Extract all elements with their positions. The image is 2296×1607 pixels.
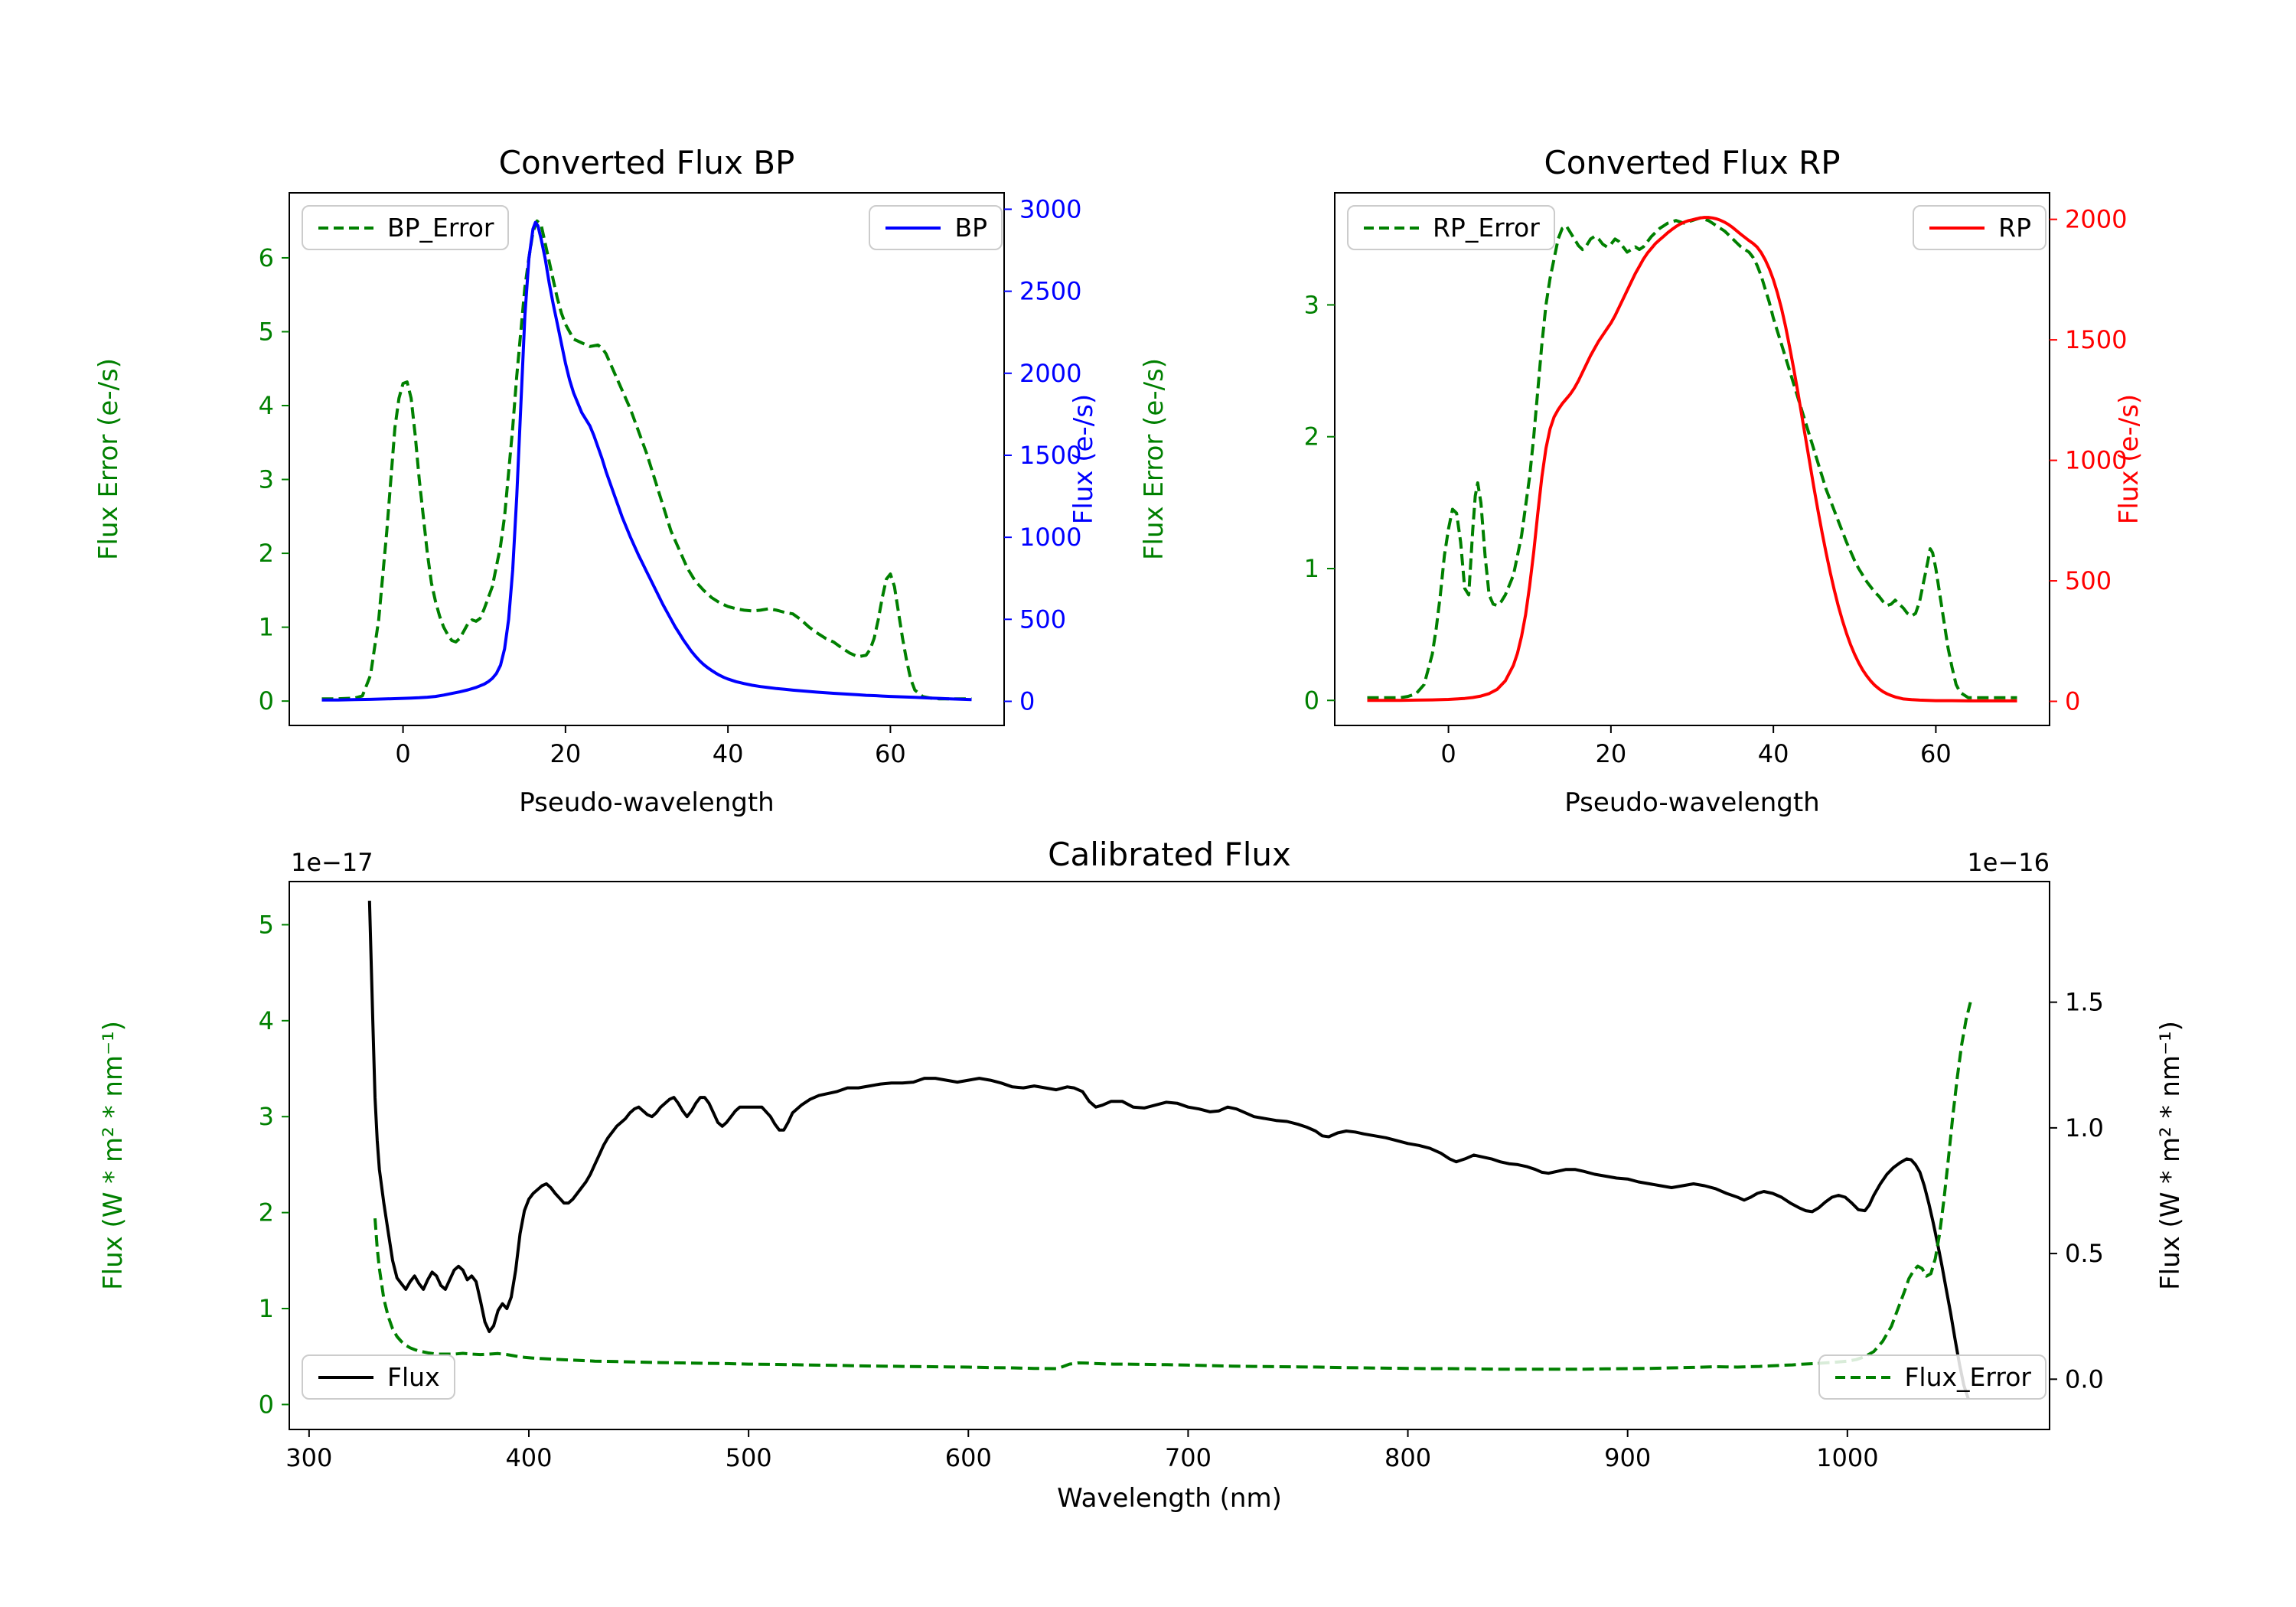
svg-text:900: 900 xyxy=(1604,1443,1651,1472)
svg-text:3: 3 xyxy=(259,1102,274,1131)
calibrated-flux-chart-title: Calibrated Flux xyxy=(1048,836,1291,873)
svg-text:60: 60 xyxy=(1920,739,1952,768)
svg-text:20: 20 xyxy=(1596,739,1627,768)
rp-legend-label: RP xyxy=(1998,213,2031,243)
bp-left-yaxis-label: Flux Error (e-/s) xyxy=(93,357,124,561)
svg-text:2500: 2500 xyxy=(1019,277,1081,306)
bp-error-legend-label: BP_Error xyxy=(387,213,494,243)
svg-text:3: 3 xyxy=(259,465,274,494)
wavelength-xaxis-label: Wavelength (nm) xyxy=(1057,1483,1282,1514)
svg-text:600: 600 xyxy=(945,1443,992,1472)
svg-text:1000: 1000 xyxy=(2065,446,2127,475)
svg-text:2: 2 xyxy=(259,539,274,568)
svg-text:5: 5 xyxy=(259,317,274,346)
flux-left-yaxis-label: Flux (W * m² * nm⁻¹) xyxy=(98,1021,129,1290)
solid-line-swatch-icon xyxy=(1929,226,1985,230)
svg-text:1000: 1000 xyxy=(1019,523,1081,552)
svg-text:0: 0 xyxy=(395,739,410,768)
bp-error-legend: BP_Error xyxy=(302,205,510,250)
svg-text:2000: 2000 xyxy=(2065,205,2127,234)
svg-text:40: 40 xyxy=(713,739,744,768)
bp-right-yaxis-label: Flux (e-/s) xyxy=(1068,393,1099,525)
dashed-line-swatch-icon xyxy=(1835,1375,1891,1379)
svg-text:1.0: 1.0 xyxy=(2065,1113,2104,1143)
bp-legend-label: BP xyxy=(954,213,987,243)
svg-text:40: 40 xyxy=(1758,739,1789,768)
solid-line-swatch-icon xyxy=(885,226,941,230)
rp-xaxis-label: Pseudo-wavelength xyxy=(1564,787,1820,818)
svg-text:6: 6 xyxy=(259,243,274,272)
left-axis-offset-text: 1e−17 xyxy=(291,848,373,877)
svg-text:4: 4 xyxy=(259,1006,274,1035)
svg-text:1500: 1500 xyxy=(2065,325,2127,354)
svg-text:800: 800 xyxy=(1384,1443,1431,1472)
svg-text:0: 0 xyxy=(1440,739,1456,768)
svg-text:2: 2 xyxy=(1304,422,1319,451)
svg-text:3: 3 xyxy=(1304,290,1319,319)
svg-text:300: 300 xyxy=(285,1443,332,1472)
svg-text:1000: 1000 xyxy=(1816,1443,1878,1472)
svg-text:500: 500 xyxy=(726,1443,772,1472)
flux-legend-label: Flux xyxy=(387,1362,440,1392)
bp-legend: BP xyxy=(869,205,1003,250)
svg-text:0: 0 xyxy=(1304,686,1319,715)
flux-error-legend: Flux_Error xyxy=(1818,1354,2047,1400)
flux-error-legend-label: Flux_Error xyxy=(1904,1362,2031,1392)
svg-text:1500: 1500 xyxy=(1019,441,1081,470)
rp-chart-title: Converted Flux RP xyxy=(1544,144,1841,181)
svg-text:700: 700 xyxy=(1165,1443,1212,1472)
solid-line-swatch-icon xyxy=(318,1375,373,1379)
rp-error-legend: RP_Error xyxy=(1347,205,1555,250)
svg-text:0: 0 xyxy=(259,1390,274,1419)
svg-text:1: 1 xyxy=(259,1294,274,1323)
svg-text:0.0: 0.0 xyxy=(2065,1364,2104,1393)
svg-text:400: 400 xyxy=(505,1443,552,1472)
svg-text:1.5: 1.5 xyxy=(2065,988,2104,1017)
dashed-line-swatch-icon xyxy=(318,226,373,230)
rp-left-yaxis-label: Flux Error (e-/s) xyxy=(1139,357,1169,561)
svg-text:500: 500 xyxy=(2065,566,2112,595)
svg-text:3000: 3000 xyxy=(1019,194,1081,223)
svg-text:0: 0 xyxy=(2065,687,2080,716)
svg-text:1: 1 xyxy=(259,613,274,642)
bp-chart-title: Converted Flux BP xyxy=(498,144,795,181)
flux-right-yaxis-label: Flux (W * m² * nm⁻¹) xyxy=(2155,1021,2186,1290)
right-axis-offset-text: 1e−16 xyxy=(1967,848,2050,877)
svg-text:2000: 2000 xyxy=(1019,359,1081,388)
rp-right-yaxis-label: Flux (e-/s) xyxy=(2114,393,2144,525)
svg-text:0.5: 0.5 xyxy=(2065,1239,2104,1268)
svg-text:60: 60 xyxy=(875,739,906,768)
svg-text:0: 0 xyxy=(259,686,274,715)
dashed-line-swatch-icon xyxy=(1364,226,1419,230)
svg-text:500: 500 xyxy=(1019,605,1066,634)
svg-text:1: 1 xyxy=(1304,554,1319,583)
svg-text:2: 2 xyxy=(259,1198,274,1227)
svg-text:5: 5 xyxy=(259,910,274,939)
svg-text:4: 4 xyxy=(259,391,274,420)
bp-xaxis-label: Pseudo-wavelength xyxy=(519,787,775,818)
flux-legend: Flux xyxy=(302,1354,455,1400)
svg-text:0: 0 xyxy=(1019,686,1035,715)
rp-legend: RP xyxy=(1913,205,2047,250)
rp-error-legend-label: RP_Error xyxy=(1433,213,1540,243)
svg-text:20: 20 xyxy=(550,739,582,768)
